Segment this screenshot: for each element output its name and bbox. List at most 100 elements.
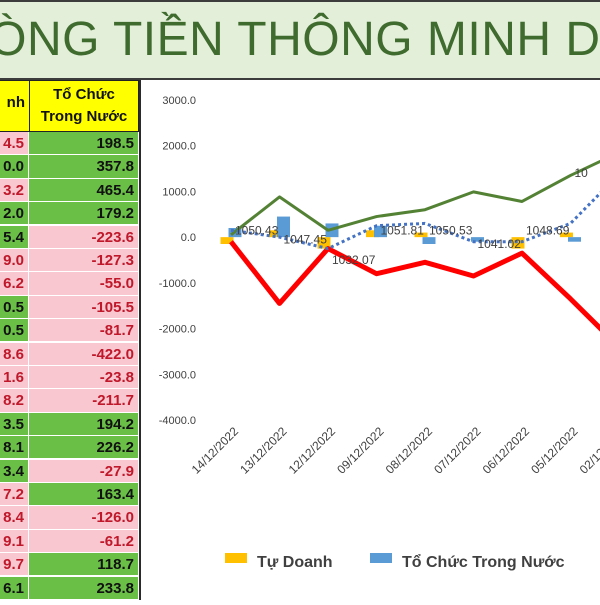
y-tick-label: -1000.0 [159,278,196,290]
legend-label-to-chuc: Tổ Chức Trong Nước [402,553,565,571]
green-line-series [230,159,600,237]
x-tick-label: 02/12/2022 [577,424,600,477]
x-tick-label: 08/12/2022 [383,424,436,477]
to-chuc-bar [422,237,436,244]
dotted-line-series [230,191,600,251]
table-row: 8.6 -422.0 [0,342,139,366]
data-label: 1051.81 [381,223,425,237]
tu-doanh-cell: 6.2 [0,272,29,296]
to-chuc-bar [374,225,387,238]
tu-doanh-cell: 8.2 [0,389,29,413]
tu-doanh-bar [220,237,234,244]
table-row: 0.0 357.8 [0,155,139,179]
table-row: 6.1 233.8 [0,576,139,600]
to-chuc-cell: 357.8 [29,155,139,179]
x-tick-label: 07/12/2022 [431,424,484,477]
x-tick-label: 14/12/2022 [189,424,242,477]
table-row: 9.0 -127.3 [0,249,139,273]
table-row: 8.2 -211.7 [0,389,139,413]
data-label: 1032.07 [332,253,376,267]
to-chuc-cell: -23.8 [29,366,139,390]
data-table: nh Tổ Chức Trong Nước 4.5 198.5 0.0 357.8 3.… [0,80,139,600]
to-chuc-cell: -211.7 [29,389,139,413]
tu-doanh-cell: 3.2 [0,178,29,203]
x-tick-label: 05/12/2022 [528,424,581,477]
x-tick-label: 09/12/2022 [334,424,387,477]
to-chuc-cell: 226.2 [29,436,139,460]
table-row: 5.4 -223.6 [0,225,139,249]
to-chuc-cell: 198.5 [29,132,139,156]
tu-doanh-cell: 1.6 [0,366,29,390]
data-label: 1047.45 [284,232,328,246]
tu-doanh-cell: 2.0 [0,202,29,226]
data-label: 1050.53 [429,223,473,237]
x-tick-label: 13/12/2022 [237,424,290,477]
to-chuc-cell: 194.2 [29,412,139,437]
header-col1: nh [0,80,30,132]
legend-swatch-to-chuc [370,553,392,563]
table-row: 1.6 -23.8 [0,366,139,390]
to-chuc-cell: 233.8 [29,576,139,600]
tu-doanh-cell: 4.5 [0,132,29,156]
y-tick-label: -4000.0 [159,415,196,427]
tu-doanh-cell: 8.6 [0,342,29,366]
title-bar: DÒNG TIỀN THÔNG MINH Da [0,0,600,80]
tu-doanh-cell: 8.1 [0,436,29,460]
to-chuc-cell: -126.0 [29,506,139,530]
table-row: 8.1 226.2 [0,436,139,460]
table-row: 7.2 163.4 [0,483,139,507]
data-label: 1050.43 [235,223,279,237]
data-label: 1048.69 [526,223,570,237]
to-chuc-bar [471,237,484,242]
y-tick-label: 0.0 [181,232,196,244]
legend-swatch-tu-doanh [225,553,247,563]
x-tick-label: 12/12/2022 [286,424,339,477]
to-chuc-cell: 465.4 [29,178,139,203]
tu-doanh-cell: 5.4 [0,225,29,249]
to-chuc-cell: 118.7 [29,553,139,577]
to-chuc-cell: -55.0 [29,272,139,296]
tu-doanh-bar [366,230,379,238]
table-row: 8.4 -126.0 [0,506,139,530]
tu-doanh-cell: 0.0 [0,155,29,179]
tu-doanh-bar [511,237,525,249]
tu-doanh-cell: 0.5 [0,319,29,343]
tu-doanh-cell: 0.5 [0,295,29,320]
tu-doanh-bar [317,237,331,249]
tu-doanh-cell: 9.0 [0,249,29,273]
page-title: DÒNG TIỀN THÔNG MINH Da [0,13,600,66]
tu-doanh-cell: 8.4 [0,506,29,530]
tu-doanh-cell: 3.4 [0,459,29,483]
to-chuc-cell: -422.0 [29,342,139,366]
table-row: 6.2 -55.0 [0,272,139,296]
y-tick-label: -2000.0 [159,324,196,336]
table-row: 2.0 179.2 [0,202,139,226]
tu-doanh-cell: 3.5 [0,412,29,437]
chart: 3000.0 2000.0 1000.0 0.0 -1000.0 -2000.0 -3000… [141,80,600,600]
chart-svg: 3000.0 2000.0 1000.0 0.0 -1000.0 -2000.0 -3000… [159,95,600,571]
tu-doanh-bar [560,232,573,238]
data-label: 10 [575,166,589,180]
to-chuc-cell: -223.6 [29,225,139,249]
table-row: 9.1 -61.2 [0,529,139,554]
to-chuc-cell: -105.5 [29,295,139,320]
y-tick-label: 1000.0 [162,186,196,198]
to-chuc-cell: -127.3 [29,249,139,273]
header-col2-line2: Trong Nước [40,108,128,125]
table-row: 9.7 118.7 [0,553,139,577]
header-col2: Tổ Chức Trong Nước [29,80,139,132]
table-row: 3.4 -27.9 [0,459,139,483]
divider [139,80,141,600]
to-chuc-cell: -81.7 [29,319,139,343]
table-row: 3.2 465.4 [0,178,139,203]
tu-doanh-bar [269,230,282,238]
table-row: 3.5 194.2 [0,412,139,437]
tu-doanh-cell: 9.7 [0,553,29,577]
red-line-series [229,240,600,332]
table-row: 0.5 -105.5 [0,295,139,320]
table-row: 4.5 198.5 [0,132,139,156]
tu-doanh-cell: 9.1 [0,529,29,554]
tu-doanh-cell: 6.1 [0,576,29,600]
legend-label-tu-doanh: Tự Doanh [257,554,333,571]
header-col2-line1: Tổ Chức [53,86,115,103]
